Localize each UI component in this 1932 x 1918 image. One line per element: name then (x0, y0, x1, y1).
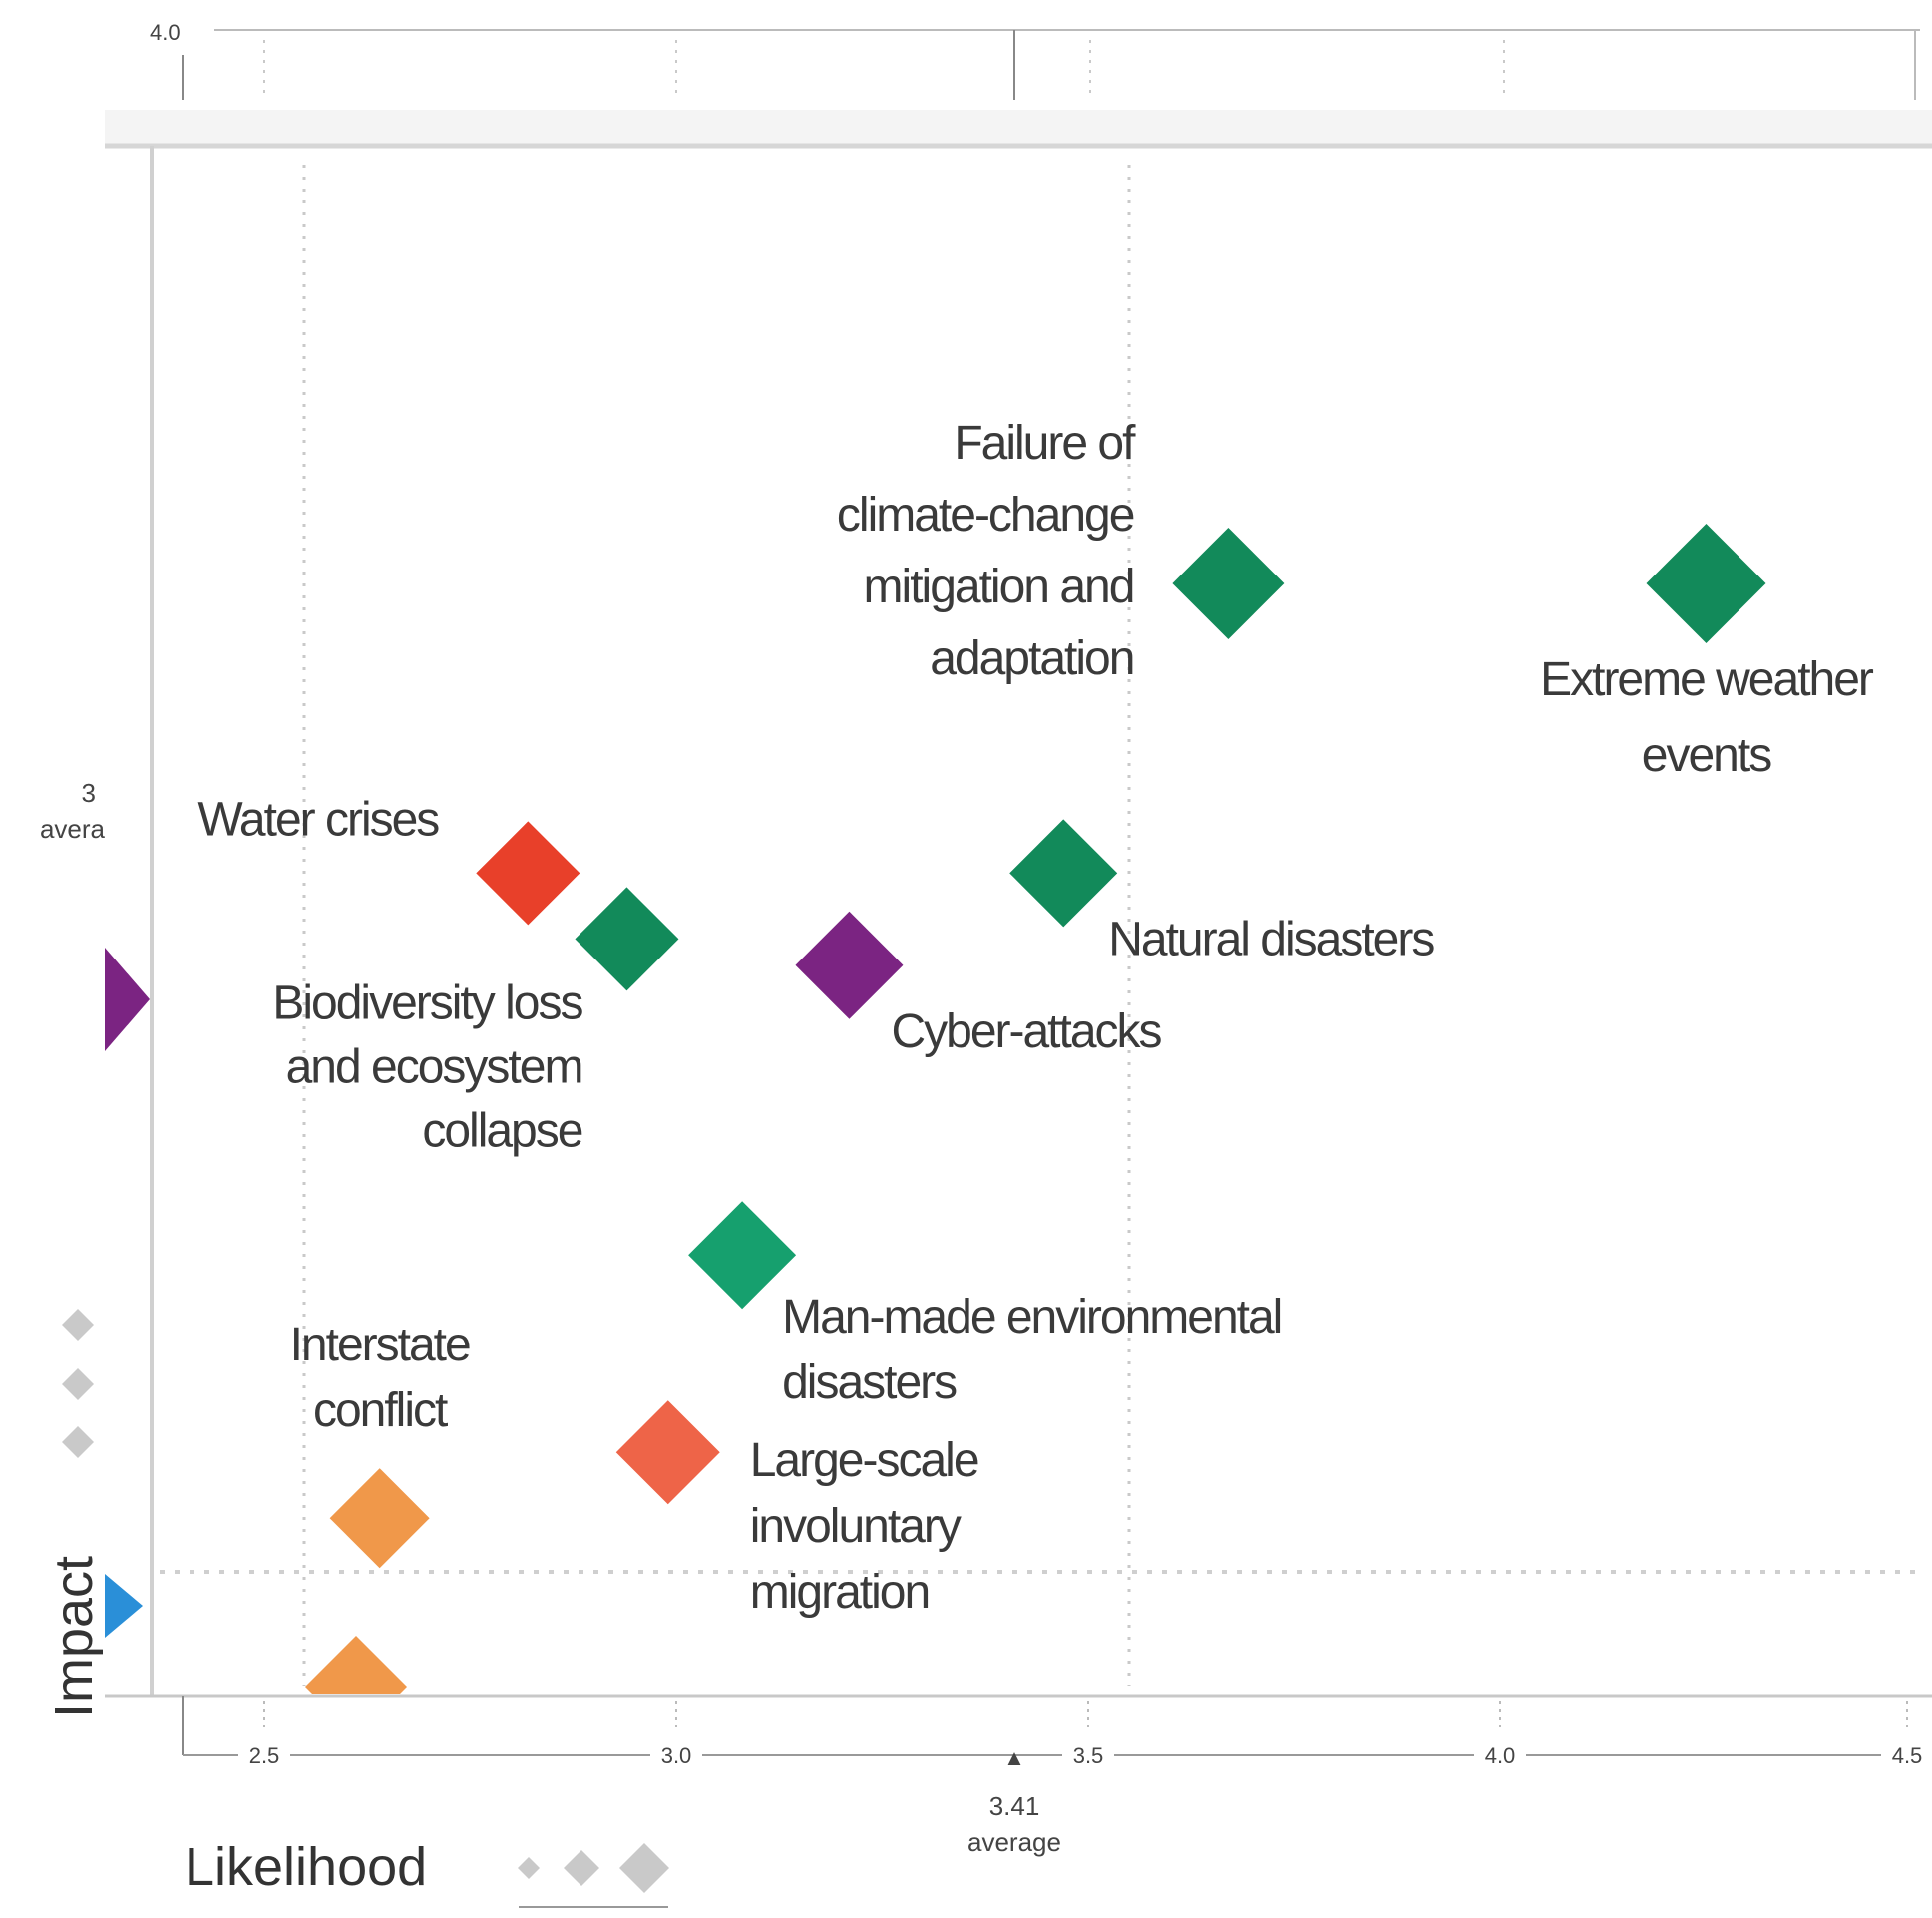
x-axis-title: Likelihood (185, 1837, 427, 1897)
top-mini-axis: 4.0 (150, 20, 1920, 100)
risk-label: involuntary (750, 1500, 962, 1553)
risk-label: disasters (782, 1356, 957, 1409)
gray-diamond-2 (62, 1368, 94, 1400)
risk-label: Cyber-attacks (891, 1005, 1161, 1058)
risk-label: Man-made environmental (782, 1291, 1281, 1343)
risk-marker (615, 1400, 720, 1505)
risk-label: conflict (313, 1384, 448, 1437)
gridlines (160, 40, 1915, 1686)
risk-label: adaptation (930, 632, 1133, 685)
legend-diamond-large (619, 1843, 669, 1893)
x-tick-bg (650, 1739, 702, 1771)
data-points: Failure of climate-change mitigation and ad… (197, 417, 1876, 1619)
risk-point: Biodiversity loss and ecosystem collapse (272, 887, 679, 1157)
risk-point: Natural disasters (1009, 819, 1436, 965)
risk-label: Interstate (290, 1319, 470, 1371)
risk-label: climate-change (837, 489, 1134, 542)
risk-label: Failure of (954, 417, 1136, 470)
x-average-value: 3.41 (989, 1791, 1040, 1821)
risk-point: Failure of climate-change mitigation and ad… (837, 417, 1285, 685)
risk-point: Large-scale involuntary migration (615, 1400, 980, 1619)
size-legend-horizontal (518, 1843, 669, 1908)
edge-marker-blue (105, 1574, 143, 1638)
risk-marker (795, 911, 904, 1019)
risk-marker (1172, 528, 1285, 639)
risk-point: Man-made environmental disasters (688, 1201, 1283, 1409)
risk-label: Large-scale (750, 1434, 978, 1487)
partial-orange-marker (305, 1636, 407, 1694)
risk-label: Water crises (197, 793, 439, 846)
edge-marker-purple (105, 948, 150, 1051)
risk-marker (1646, 524, 1766, 643)
risk-label: collapse (422, 1104, 581, 1157)
risk-label: and ecosystem (286, 1040, 582, 1093)
x-tick-label: 4.5 (1892, 1743, 1923, 1768)
gray-diamond-3 (62, 1426, 94, 1458)
y-average-label: avera (40, 814, 106, 844)
y-average-value: 3 (82, 778, 96, 808)
x-tick-bg (1474, 1739, 1526, 1771)
risk-point: Extreme weather events (1540, 524, 1876, 782)
x-tick-label: 2.5 (249, 1743, 280, 1768)
x-tick-bg (1062, 1739, 1114, 1771)
x-axis-ticks: 2.5 3.0 3.5 4.0 4.5 (182, 1696, 1932, 1771)
x-tick-bg (1881, 1739, 1932, 1771)
risk-marker (476, 821, 580, 926)
risk-marker (688, 1201, 797, 1310)
risk-label: migration (750, 1566, 929, 1619)
risk-label: mitigation and (864, 561, 1134, 613)
x-tick-bg (238, 1739, 290, 1771)
x-average-marker: ▲ (1003, 1745, 1025, 1770)
x-tick-label: 4.0 (1485, 1743, 1516, 1768)
risk-label: Natural disasters (1108, 913, 1434, 965)
gray-diamond-1 (62, 1309, 94, 1341)
legend-diamond-small (518, 1857, 540, 1879)
risk-marker (329, 1468, 430, 1569)
x-tick-label: 3.0 (661, 1743, 692, 1768)
risk-point: Water crises (197, 793, 580, 926)
risk-marker (575, 887, 679, 991)
top-tick-label: 4.0 (150, 20, 181, 45)
risk-label: Biodiversity loss (272, 976, 582, 1029)
x-tick-label: 3.5 (1073, 1743, 1104, 1768)
legend-diamond-medium (564, 1850, 599, 1886)
risk-marker (1009, 819, 1118, 928)
y-axis-title: Impact (44, 1556, 104, 1718)
risk-point: Cyber-attacks (795, 911, 1164, 1058)
risk-point: Interstate conflict (290, 1319, 472, 1569)
x-average-label: average (967, 1827, 1061, 1857)
risk-label: Extreme weather (1540, 653, 1874, 706)
size-legend-vertical (62, 1309, 94, 1458)
risk-label: events (1642, 729, 1771, 782)
top-band (105, 110, 1932, 146)
